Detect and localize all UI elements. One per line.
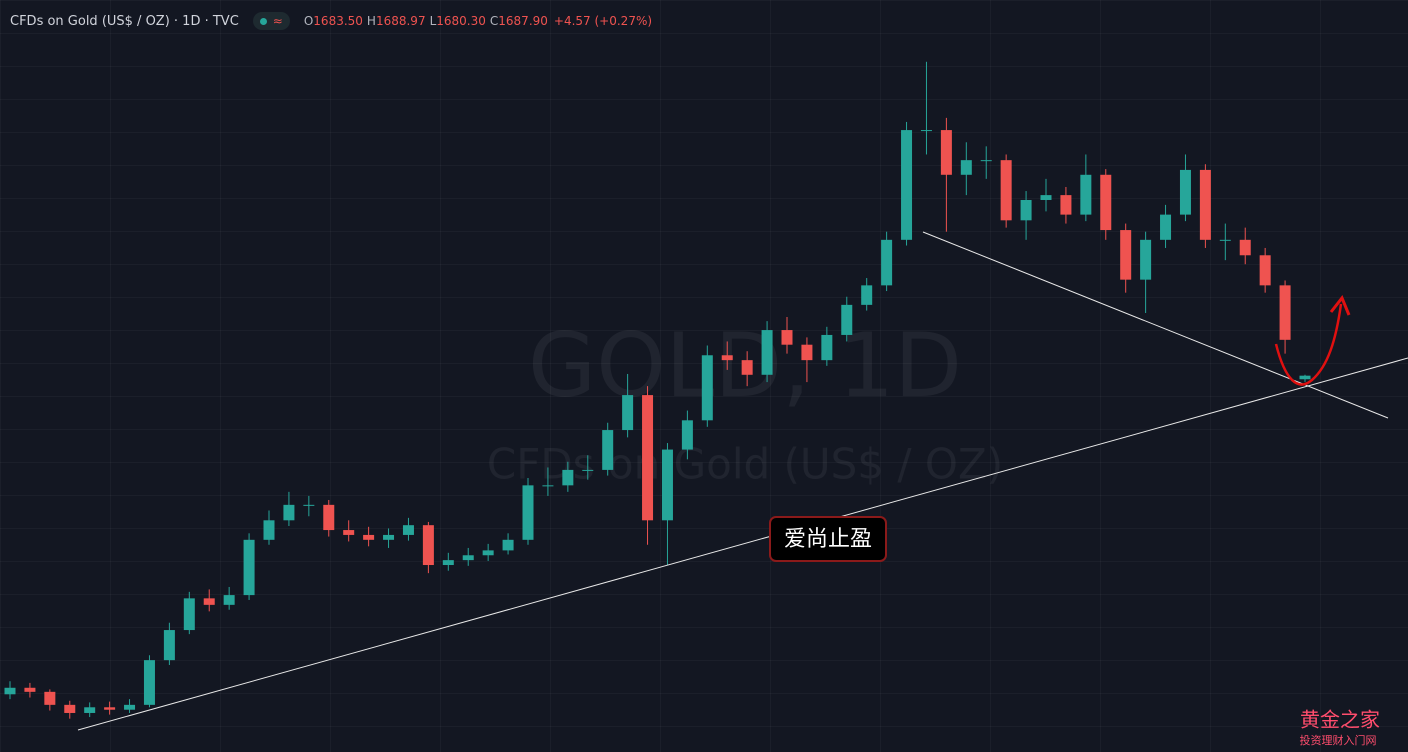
legend: CFDs on Gold (US$ / OZ) · 1D · TVC ≈ O16… xyxy=(10,12,652,30)
status-wave: ≈ xyxy=(272,14,283,28)
candle-body xyxy=(442,560,454,566)
candle-body xyxy=(542,485,554,487)
status-dot xyxy=(259,17,267,25)
ohlc-key: L xyxy=(429,14,437,28)
candle-body xyxy=(821,334,833,361)
candle-body xyxy=(363,534,375,540)
ohlc-value: 1687.90 xyxy=(498,14,548,28)
candle-body xyxy=(84,707,96,713)
candle-body xyxy=(1299,375,1311,380)
candle-body xyxy=(502,539,514,551)
candle-body xyxy=(1239,239,1251,256)
candle-body xyxy=(163,630,175,661)
candle-body xyxy=(1259,255,1271,286)
ohlc-item: O1683.50 xyxy=(304,14,363,28)
candle-body xyxy=(1020,199,1032,221)
trend-line-support xyxy=(77,357,1408,731)
logo-tagline: 投资理财入门网 xyxy=(1300,733,1377,747)
candle-body xyxy=(901,130,913,240)
candle-body xyxy=(642,395,654,521)
candle-body xyxy=(1140,239,1152,280)
symbol[interactable]: CFDs on Gold (US$ / OZ) · 1D · TVC xyxy=(10,13,239,29)
candle-body xyxy=(1219,239,1231,241)
candle-body xyxy=(522,485,534,540)
candle-body xyxy=(801,344,813,361)
candle-body xyxy=(303,504,315,506)
candle-body xyxy=(243,539,255,596)
candle-body xyxy=(104,707,116,710)
candle-body xyxy=(263,520,275,540)
ohlc-key: O xyxy=(303,14,314,28)
candle-body xyxy=(283,504,295,521)
ohlc-key: C xyxy=(489,14,499,28)
candle-body xyxy=(861,285,873,305)
candle-body xyxy=(482,550,494,556)
candle-body xyxy=(622,395,634,431)
candle-body xyxy=(761,330,773,375)
candle-body xyxy=(701,355,713,421)
candle-body xyxy=(661,449,673,521)
candle-body xyxy=(1199,169,1211,240)
candle-body xyxy=(44,691,56,705)
candle-body xyxy=(1160,214,1172,240)
candle-body xyxy=(1000,160,1012,221)
candle-body xyxy=(223,595,235,605)
candle-body xyxy=(462,555,474,561)
logo-name: 黄金之家 xyxy=(1300,708,1380,732)
candle-body xyxy=(24,687,36,692)
ohlc-values: O1683.50 H1688.97 L1680.30 C1687.90 xyxy=(304,14,548,28)
candle-body xyxy=(1100,174,1112,231)
ohlc-item: L1680.30 xyxy=(430,14,486,28)
trend-line-resistance xyxy=(922,231,1389,419)
candle-body xyxy=(1040,195,1052,200)
candle-body xyxy=(124,704,136,710)
candle-body xyxy=(881,239,893,286)
candle-body xyxy=(203,598,215,605)
candle-body xyxy=(402,525,414,535)
candle-body xyxy=(602,430,614,470)
candle-body xyxy=(1279,285,1291,340)
candle-body xyxy=(781,330,793,345)
change: +4.57 (+0.27%) xyxy=(553,14,653,28)
curved-arrow xyxy=(1274,303,1343,386)
candle-body xyxy=(980,160,992,162)
candle-body xyxy=(960,160,972,175)
candle-body xyxy=(681,420,693,450)
candle-body xyxy=(4,687,16,695)
annotation-text: 爱尚止盈 xyxy=(784,527,872,552)
candle-body xyxy=(183,598,195,631)
candles xyxy=(4,61,1311,719)
candle-body xyxy=(343,530,355,535)
candle-body xyxy=(562,469,574,486)
ohlc-item: C1687.90 xyxy=(490,14,548,28)
status-indicator[interactable]: ≈ xyxy=(252,12,290,30)
candle-body xyxy=(940,130,952,175)
candle-body xyxy=(1179,169,1191,215)
candle-body xyxy=(422,525,434,566)
candle-body xyxy=(383,534,395,540)
candle-body xyxy=(1080,174,1092,215)
arrow-head xyxy=(1329,295,1351,316)
ohlc-value: 1683.50 xyxy=(313,14,363,28)
candle-body xyxy=(1060,195,1072,215)
candle-body xyxy=(841,304,853,335)
candle-body xyxy=(143,660,155,705)
candle-body xyxy=(64,704,76,713)
candle-body xyxy=(721,355,733,361)
ohlc-value: 1680.30 xyxy=(436,14,486,28)
candle-body xyxy=(1120,230,1132,280)
candle-body xyxy=(741,360,753,375)
ohlc-key: H xyxy=(366,14,376,28)
ohlc-item: H1688.97 xyxy=(367,14,426,28)
candle-body xyxy=(920,130,932,132)
annotation-box xyxy=(769,516,887,562)
candle-body xyxy=(582,469,594,471)
candle-body xyxy=(323,504,335,531)
ohlc-value: 1688.97 xyxy=(375,14,426,28)
